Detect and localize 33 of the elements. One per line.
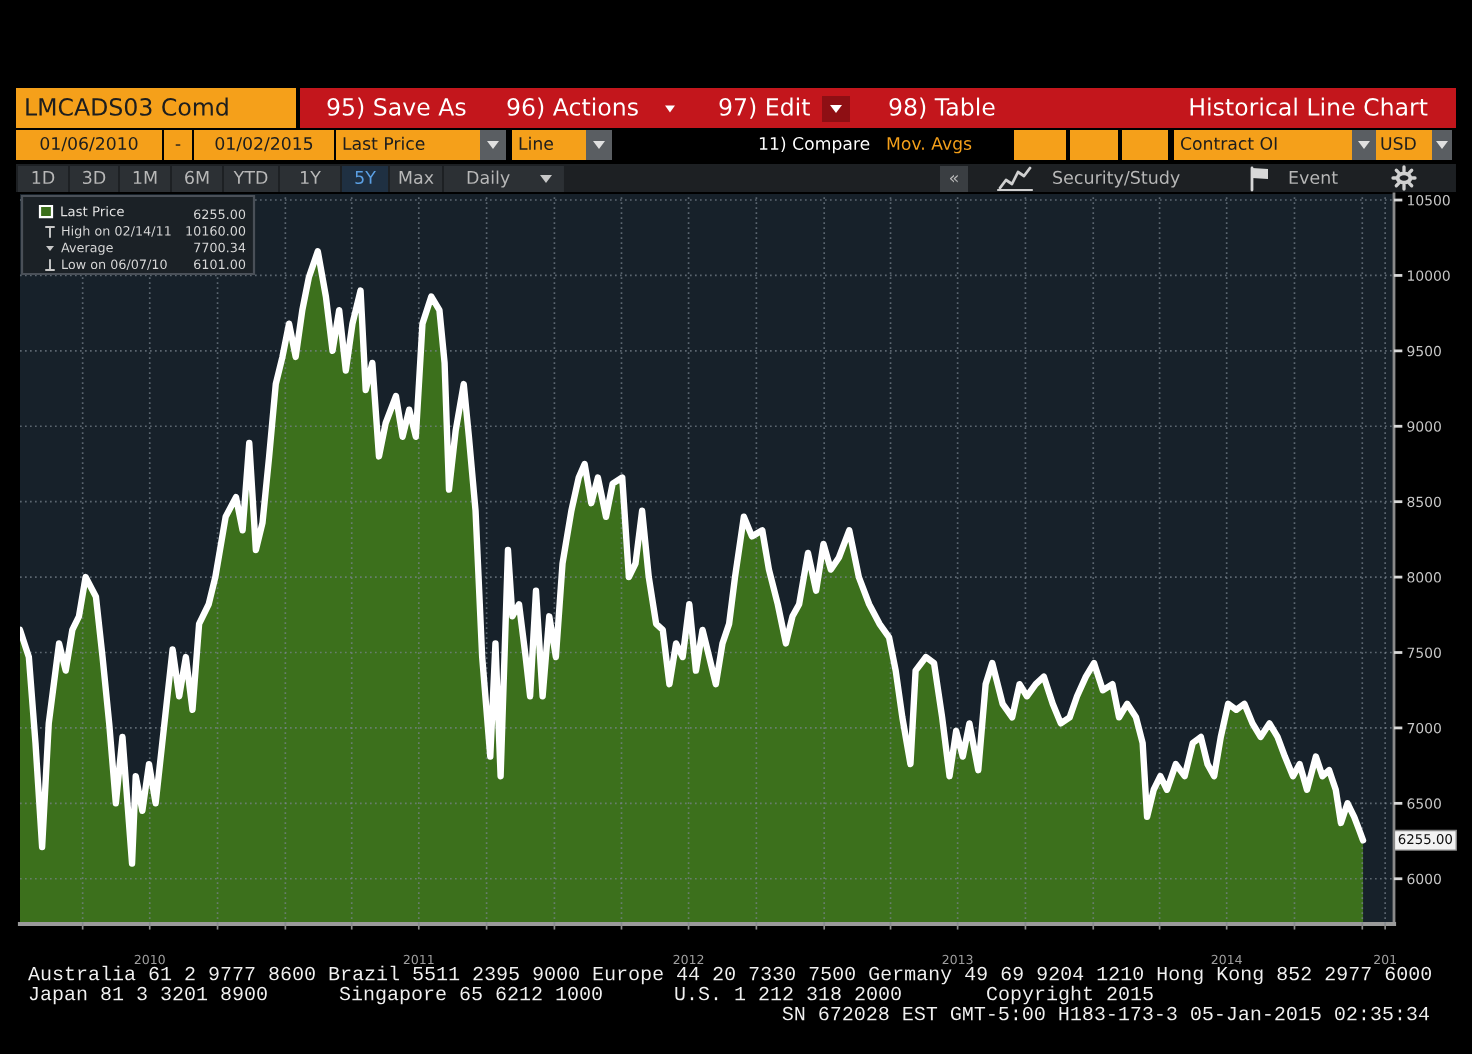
text: U.S. 1 212 318 2000 (675, 986, 901, 1001)
text: USD (1381, 136, 1416, 150)
text: 11) Compare (759, 136, 870, 154)
text: Japan 81 3 3201 8900 (29, 986, 267, 1005)
text: Singapore 65 6212 1000 (339, 985, 602, 1005)
text: Australia 61 2 9777 8600 Brazil 5511 2395 9000 Europe 44 20 7330 7500 Germany 49 69 9204 1210 Hong Kong 852 2977 6000 (28, 965, 1431, 985)
text: 96) Actions (507, 97, 638, 119)
text: Mov. Avgs (887, 137, 972, 154)
text: Security/Study (1053, 170, 1180, 188)
text: 97) Edit (719, 97, 810, 119)
text: 5Y (355, 171, 376, 185)
chart-title: Historical Line Chart (1190, 97, 1428, 116)
text: 1M (133, 171, 157, 184)
text: LMCADS03 Comd (26, 97, 228, 116)
text: Max (399, 171, 434, 185)
text: 98) Table (889, 97, 995, 119)
text: Contract OI (1180, 136, 1277, 150)
text: 1D (32, 171, 55, 184)
text: YTD (233, 171, 268, 184)
text: Daily (467, 170, 510, 188)
text: « (950, 174, 958, 183)
text: 01/02/2015 (215, 136, 313, 152)
text: Event (1289, 171, 1338, 185)
text: SN 672028 EST GMT-5:00 H183-173-3 05-Jan-2015 02:35:34 (782, 1006, 1429, 1021)
text: 1Y (301, 171, 321, 184)
text: 95) Save As (327, 97, 466, 119)
text: 6M (185, 170, 209, 185)
text: 01/06/2010 (40, 136, 138, 152)
text: Copyright 2015 (987, 985, 1153, 1005)
text: 3D (83, 170, 106, 185)
text: - (175, 144, 181, 146)
text: Line (519, 136, 553, 150)
text: Last Price (343, 136, 425, 150)
